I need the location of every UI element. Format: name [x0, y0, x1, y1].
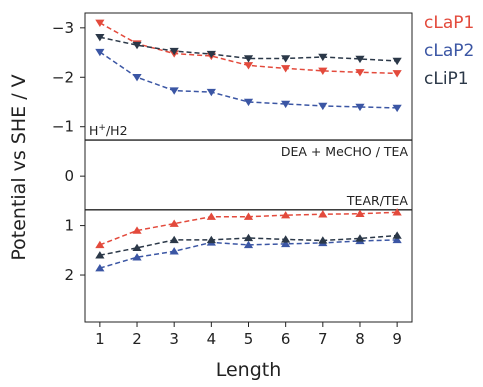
data-point	[243, 240, 254, 249]
series-clip1-lower	[95, 231, 402, 259]
legend-item-clap1: cLaP1	[424, 13, 474, 33]
x-tick-label: 6	[281, 330, 291, 348]
y-tick-label: 1	[64, 217, 74, 235]
x-tick-label: 5	[244, 330, 254, 348]
data-point	[95, 240, 105, 249]
data-point	[132, 74, 142, 82]
legend-item-clap2: cLaP2	[424, 41, 474, 61]
data-point	[281, 55, 291, 63]
data-point	[95, 19, 105, 28]
data-point	[169, 247, 179, 255]
data-point	[392, 70, 402, 78]
series-line	[99, 234, 398, 256]
x-tick-label: 1	[95, 330, 105, 348]
data-point	[281, 211, 291, 219]
data-point	[355, 234, 365, 242]
series-line	[99, 239, 398, 269]
legend: cLaP1 cLaP2 cLiP1	[424, 13, 474, 89]
legend-item-clip1: cLiP1	[424, 69, 469, 89]
series-line	[99, 36, 398, 62]
series-clap2-upper	[95, 48, 402, 113]
data-point	[318, 67, 328, 75]
series-clap1-lower	[95, 208, 402, 249]
tear-tea-label: TEAR/TEA	[346, 193, 409, 208]
data-point	[206, 88, 216, 97]
data-point	[243, 212, 254, 220]
x-tick-label: 2	[132, 330, 142, 348]
x-tick-label: 9	[392, 330, 402, 348]
data-point	[169, 219, 179, 227]
data-point	[95, 263, 105, 272]
data-point	[243, 62, 254, 70]
data-point	[355, 69, 365, 77]
data-point	[132, 243, 142, 252]
data-point	[206, 50, 216, 59]
data-point	[243, 98, 254, 107]
y-tick-label: −2	[52, 68, 74, 86]
data-point	[392, 57, 402, 66]
x-axis-title: Length	[216, 359, 282, 381]
hplus-h2-label: H+/H2	[89, 123, 128, 138]
y-tick-label: 0	[64, 167, 74, 185]
y-tick-label: 2	[64, 266, 74, 284]
data-point	[95, 251, 105, 259]
x-tick-label: 8	[355, 330, 365, 348]
data-point	[169, 235, 179, 244]
data-point	[206, 235, 216, 244]
data-point	[95, 34, 105, 42]
data-point	[206, 212, 216, 220]
data-point	[318, 236, 328, 244]
series-clip1-upper	[95, 34, 402, 66]
series-clap1-upper	[95, 19, 402, 78]
y-axis-title: Potential vs SHE / V	[8, 74, 30, 260]
data-point	[281, 239, 291, 248]
data-point	[355, 55, 365, 64]
series-layer	[95, 19, 402, 272]
data-point	[318, 102, 328, 111]
data-point	[392, 104, 402, 113]
data-point	[281, 100, 291, 109]
data-point	[392, 231, 402, 239]
data-point	[318, 210, 328, 218]
data-point	[132, 226, 142, 234]
y-tick-label: −1	[52, 118, 74, 136]
data-point	[169, 47, 179, 56]
x-axis-ticks: 1 2 3 4 5 6 7 8 9	[95, 322, 402, 348]
data-point	[95, 48, 105, 57]
data-point	[355, 103, 365, 112]
data-point	[392, 235, 402, 244]
y-axis-ticks: −3 −2 −1 0 1 2	[52, 19, 85, 284]
dea-mecho-tea-label: DEA + MeCHO / TEA	[281, 144, 409, 159]
data-point	[132, 41, 142, 50]
data-point	[243, 233, 254, 242]
reference-lines	[85, 139, 412, 211]
x-tick-label: 4	[207, 330, 217, 348]
data-point	[169, 87, 179, 95]
data-point	[281, 235, 291, 243]
data-point	[355, 209, 365, 217]
data-point	[132, 253, 142, 261]
data-point	[281, 65, 291, 73]
x-tick-label: 7	[318, 330, 328, 348]
data-point	[318, 53, 328, 62]
x-tick-label: 3	[169, 330, 179, 348]
data-point	[243, 55, 254, 63]
y-tick-label: −3	[52, 19, 74, 37]
data-point	[392, 208, 402, 216]
